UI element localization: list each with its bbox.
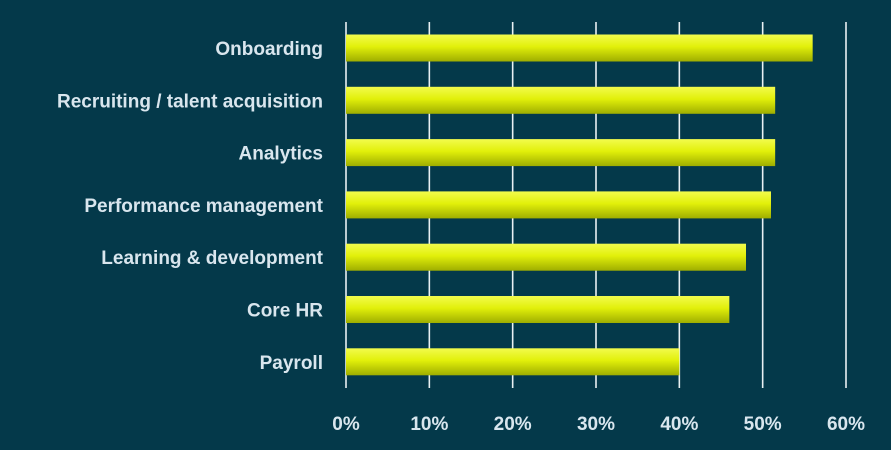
bar [346,296,730,323]
bar [346,191,771,219]
category-label: Performance management [84,196,323,217]
bar [346,86,776,114]
category-label: Onboarding [215,39,323,60]
x-tick-label: 0% [332,414,360,435]
category-label: Payroll [260,353,323,374]
bar [346,139,776,167]
x-tick-label: 40% [660,414,698,435]
x-tick-label: 30% [577,414,615,435]
x-tick-label: 50% [744,414,782,435]
bar [346,34,813,62]
category-labels: Onboarding Recruiting / talent acquisitio… [57,39,324,374]
bar [346,243,746,271]
x-tick-label: 10% [410,414,448,435]
category-label: Learning & development [101,248,323,269]
x-axis-tick-labels: 0% 10% 20% 30% 40% 50% 60% [332,414,865,435]
category-label: Analytics [239,144,323,165]
category-label: Recruiting / talent acquisition [57,91,323,112]
bars [346,34,813,376]
bar [346,348,680,376]
x-tick-label: 20% [494,414,532,435]
category-label: Core HR [247,301,323,322]
x-tick-label: 60% [827,414,865,435]
